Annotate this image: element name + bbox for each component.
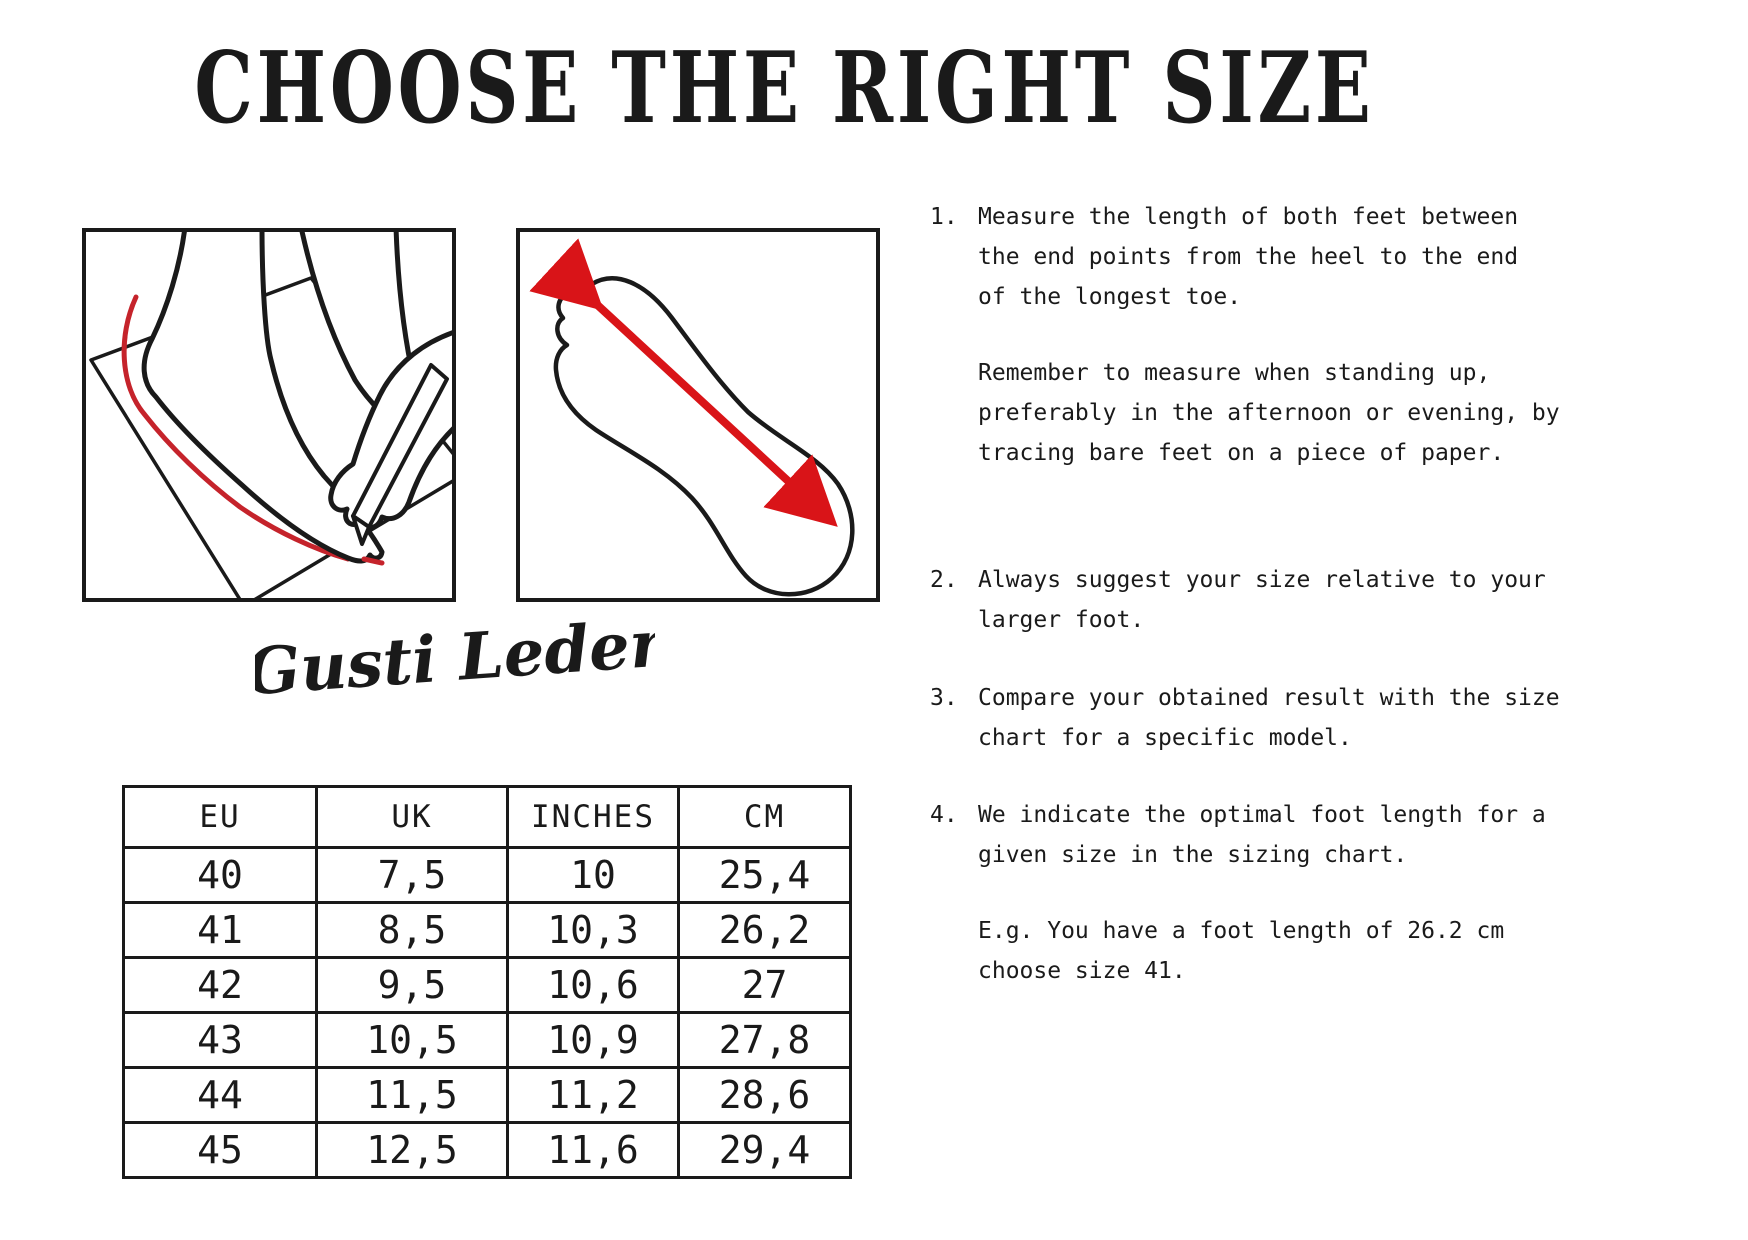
instruction-paragraph: Remember to measure when standing up, pre…: [978, 353, 1560, 473]
size-chart-table: EU UK INCHES CM 40 7,5 10 25,4 41 8,5 10,3 26,2 42 9…: [122, 785, 852, 1179]
foot-measuring-svg: [529, 238, 855, 597]
size-cell: 10,9: [506, 1011, 680, 1069]
instruction-item: 2. Always suggest your size relative to y…: [930, 560, 1550, 640]
instruction-body: Compare your obtained result with the si…: [978, 678, 1560, 758]
gusti-leder-logo: Gusti Leder: [255, 606, 655, 714]
instruction-line: E.g. You have a foot length of 26.2 cm: [978, 918, 1505, 944]
instruction-paragraph: E.g. You have a foot length of 26.2 cm ch…: [978, 911, 1550, 991]
size-cell: 11,5: [315, 1066, 509, 1124]
red-trace-tip: [361, 556, 385, 566]
size-cell: 25,4: [677, 846, 852, 904]
size-cell: 40: [122, 846, 318, 904]
instruction-body: We indicate the optimal foot length for …: [978, 795, 1550, 991]
instruction-paragraph: We indicate the optimal foot length for …: [978, 795, 1550, 875]
footprint-outline: [553, 276, 855, 597]
size-cell: 9,5: [315, 956, 509, 1014]
instruction-paragraph: Measure the length of both feet between t…: [978, 197, 1560, 317]
measurement-arrow: [529, 238, 838, 527]
instruction-line: given size in the sizing chart.: [978, 842, 1408, 868]
instruction-line: of the longest toe.: [978, 284, 1242, 310]
size-table-row: 44 11,5 11,2 28,6: [122, 1066, 852, 1124]
foot-measuring-illustration: [516, 228, 880, 602]
size-cell: 27: [677, 956, 852, 1014]
instruction-number: 3.: [930, 685, 958, 711]
size-cell: 43: [122, 1011, 318, 1069]
size-table-row: 42 9,5 10,6 27: [122, 956, 852, 1014]
pencil-tip: [351, 514, 371, 546]
instruction-number: 1.: [930, 204, 958, 230]
foot-tracing-illustration: [82, 228, 456, 602]
size-cell: 11,6: [506, 1121, 680, 1179]
size-table-row: 45 12,5 11,6 29,4: [122, 1121, 852, 1179]
size-cell: 12,5: [315, 1121, 509, 1179]
instruction-body: Always suggest your size relative to you…: [978, 560, 1550, 640]
size-table-row: 40 7,5 10 25,4: [122, 846, 852, 904]
instruction-line: preferably in the afternoon or evening, …: [978, 400, 1560, 426]
instruction-line: Measure the length of both feet between: [978, 204, 1519, 230]
size-cell: 42: [122, 956, 318, 1014]
gusti-leder-logo-svg: Gusti Leder: [255, 606, 655, 710]
size-cell: 10,5: [315, 1011, 509, 1069]
size-cell: 8,5: [315, 901, 509, 959]
red-trace-line: [121, 294, 351, 562]
size-cell: 11,2: [506, 1066, 680, 1124]
size-col-header: UK: [315, 785, 509, 849]
second-leg: [299, 232, 419, 414]
size-cell: 41: [122, 901, 318, 959]
size-cell: 7,5: [315, 846, 509, 904]
instruction-line: Always suggest your size relative to you…: [978, 567, 1546, 593]
size-cell: 10,6: [506, 956, 680, 1014]
instruction-paragraph: Always suggest your size relative to you…: [978, 560, 1550, 640]
size-cell: 28,6: [677, 1066, 852, 1124]
size-col-header: CM: [677, 785, 852, 849]
size-cell: 26,2: [677, 901, 852, 959]
size-table-row: 43 10,5 10,9 27,8: [122, 1011, 852, 1069]
instruction-item: 3. Compare your obtained result with the …: [930, 678, 1560, 758]
instruction-body: Measure the length of both feet between t…: [978, 197, 1560, 473]
size-cell: 44: [122, 1066, 318, 1124]
size-col-header: EU: [122, 785, 318, 849]
instructions-list: 1. Measure the length of both feet betwee…: [930, 197, 1560, 1157]
size-cell: 10,3: [506, 901, 680, 959]
instruction-item: 1. Measure the length of both feet betwee…: [930, 197, 1560, 473]
size-cell: 27,8: [677, 1011, 852, 1069]
size-cell: 45: [122, 1121, 318, 1179]
instruction-line: larger foot.: [978, 607, 1145, 633]
instruction-line: Compare your obtained result with the si…: [978, 685, 1560, 711]
instruction-item: 4. We indicate the optimal foot length fo…: [930, 795, 1550, 991]
size-cell: 10: [506, 846, 680, 904]
instruction-paragraph: Compare your obtained result with the si…: [978, 678, 1560, 758]
instruction-line: We indicate the optimal foot length for …: [978, 802, 1546, 828]
size-cell: 29,4: [677, 1121, 852, 1179]
instruction-line: choose size 41.: [978, 958, 1186, 984]
size-chart-header-row: EU UK INCHES CM: [122, 785, 852, 849]
instruction-line: chart for a specific model.: [978, 725, 1352, 751]
foot-tracing-svg: [89, 232, 452, 598]
page-title: CHOOSE THE RIGHT SIZE: [194, 31, 1375, 146]
logo-text: Gusti Leder: [255, 606, 655, 710]
size-table-row: 41 8,5 10,3 26,2: [122, 901, 852, 959]
instruction-line: tracing bare feet on a piece of paper.: [978, 440, 1505, 466]
foot-outline: [141, 232, 385, 564]
instruction-number: 4.: [930, 802, 958, 828]
size-col-header: INCHES: [506, 785, 680, 849]
instruction-line: Remember to measure when standing up,: [978, 360, 1491, 386]
instruction-number: 2.: [930, 567, 958, 593]
instruction-line: the end points from the heel to the end: [978, 244, 1519, 270]
